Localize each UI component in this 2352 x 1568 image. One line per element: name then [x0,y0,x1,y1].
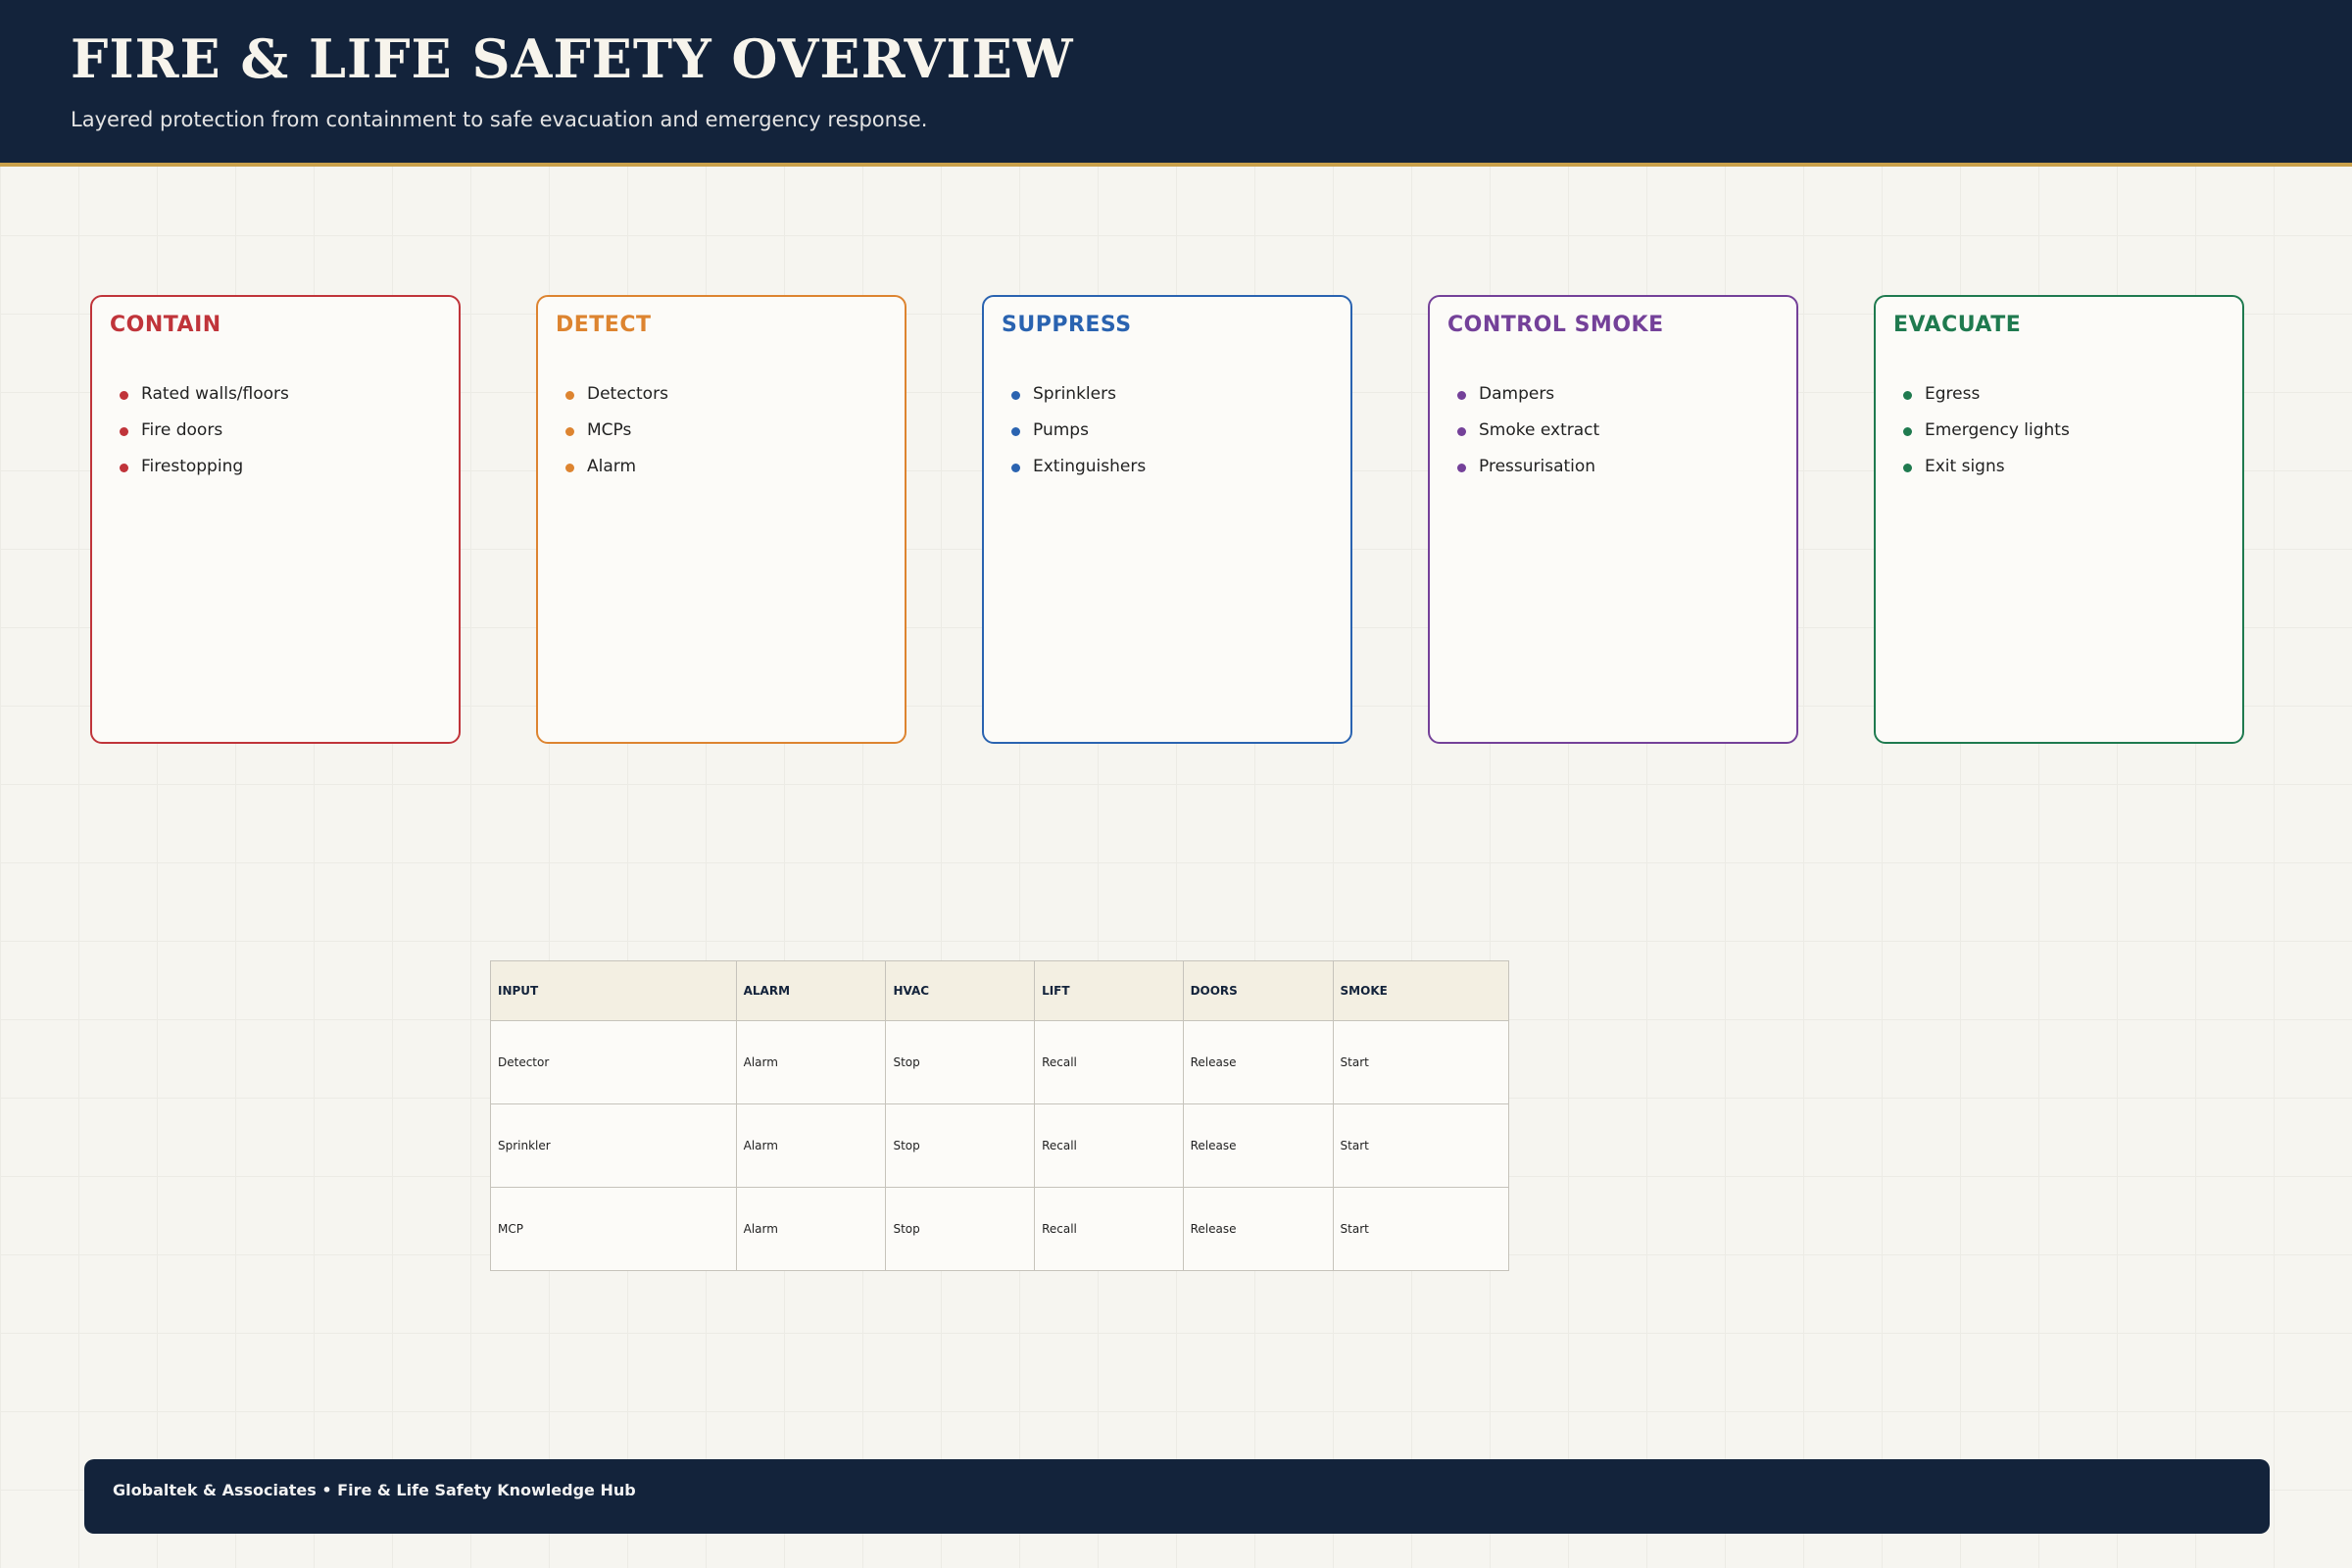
table-cell: Recall [1034,1187,1184,1271]
card-title: CONTAIN [110,313,221,337]
card-item: Smoke extract [1430,417,1599,454]
card-list: Egress Emergency lights Exit signs [1876,381,2070,490]
table-row: Sprinkler Alarm Stop Recall Release Start [490,1103,1510,1188]
card: SUPPRESS Sprinklers Pumps Extinguishers [982,295,1352,744]
table-cell: Start [1332,1103,1510,1188]
card-item: Egress [1876,381,2070,417]
card-item: Extinguishers [984,454,1146,490]
card-title: CONTROL SMOKE [1447,313,1664,337]
table-cell: Stop [885,1103,1036,1188]
page-subtitle: Layered protection from containment to s… [71,108,928,131]
card-item: Pumps [984,417,1146,454]
card: DETECT Detectors MCPs Alarm [536,295,906,744]
card-list: Detectors MCPs Alarm [538,381,668,490]
card-list: Sprinklers Pumps Extinguishers [984,381,1146,490]
table-cell: Recall [1034,1103,1184,1188]
table-cell: Alarm [735,1103,887,1188]
table-row: MCP Alarm Stop Recall Release Start [490,1187,1510,1271]
table-cell: Recall [1034,1020,1184,1104]
table-cell: Start [1332,1020,1510,1104]
table-cell: MCP [490,1187,737,1271]
table-cell: Sprinkler [490,1103,737,1188]
card: CONTROL SMOKE Dampers Smoke extract Pressur… [1428,295,1798,744]
card-item: Sprinklers [984,381,1146,417]
column-header: HVAC [885,960,1036,1021]
table-cell: Alarm [735,1187,887,1271]
column-header: SMOKE [1332,960,1510,1021]
column-header: ALARM [735,960,887,1021]
card-item: MCPs [538,417,668,454]
table-cell: Release [1182,1020,1334,1104]
table-cell: Release [1182,1187,1334,1271]
cause-effect-table: INPUT ALARM HVAC LIFT DOORS SMOKE Detector Alar… [490,960,1510,1271]
card-item: Alarm [538,454,668,490]
page-title: FIRE & LIFE SAFETY OVERVIEW [71,27,1074,90]
card-item: Pressurisation [1430,454,1599,490]
card-list: Dampers Smoke extract Pressurisation [1430,381,1599,490]
card-title: EVACUATE [1893,313,2022,337]
card-item: Dampers [1430,381,1599,417]
table-body: Detector Alarm Stop Recall Release Start Sprin… [490,1020,1510,1271]
card-item: Detectors [538,381,668,417]
table-cell: Release [1182,1103,1334,1188]
card-item: Emergency lights [1876,417,2070,454]
column-header: LIFT [1034,960,1184,1021]
table-row: Detector Alarm Stop Recall Release Start [490,1020,1510,1104]
table-cell: Stop [885,1020,1036,1104]
column-header: DOORS [1182,960,1334,1021]
table-cell: Detector [490,1020,737,1104]
table-header: INPUT ALARM HVAC LIFT DOORS SMOKE [490,960,1510,1021]
column-header: INPUT [490,960,737,1021]
table-cell: Alarm [735,1020,887,1104]
card-title: SUPPRESS [1002,313,1132,337]
card-item: Rated walls/floors [92,381,289,417]
table-cell: Stop [885,1187,1036,1271]
header: FIRE & LIFE SAFETY OVERVIEW Layered prot… [0,0,2352,167]
card-item: Fire doors [92,417,289,454]
card-item: Exit signs [1876,454,2070,490]
card-list: Rated walls/floors Fire doors Firestopping [92,381,289,490]
card: CONTAIN Rated walls/floors Fire doors Fires… [90,295,461,744]
footer: Globaltek & Associates • Fire & Life Saf… [84,1459,2270,1534]
card-title: DETECT [556,313,652,337]
card: EVACUATE Egress Emergency lights Exit signs [1874,295,2244,744]
footer-text: Globaltek & Associates • Fire & Life Saf… [113,1481,636,1499]
card-item: Firestopping [92,454,289,490]
table-cell: Start [1332,1187,1510,1271]
